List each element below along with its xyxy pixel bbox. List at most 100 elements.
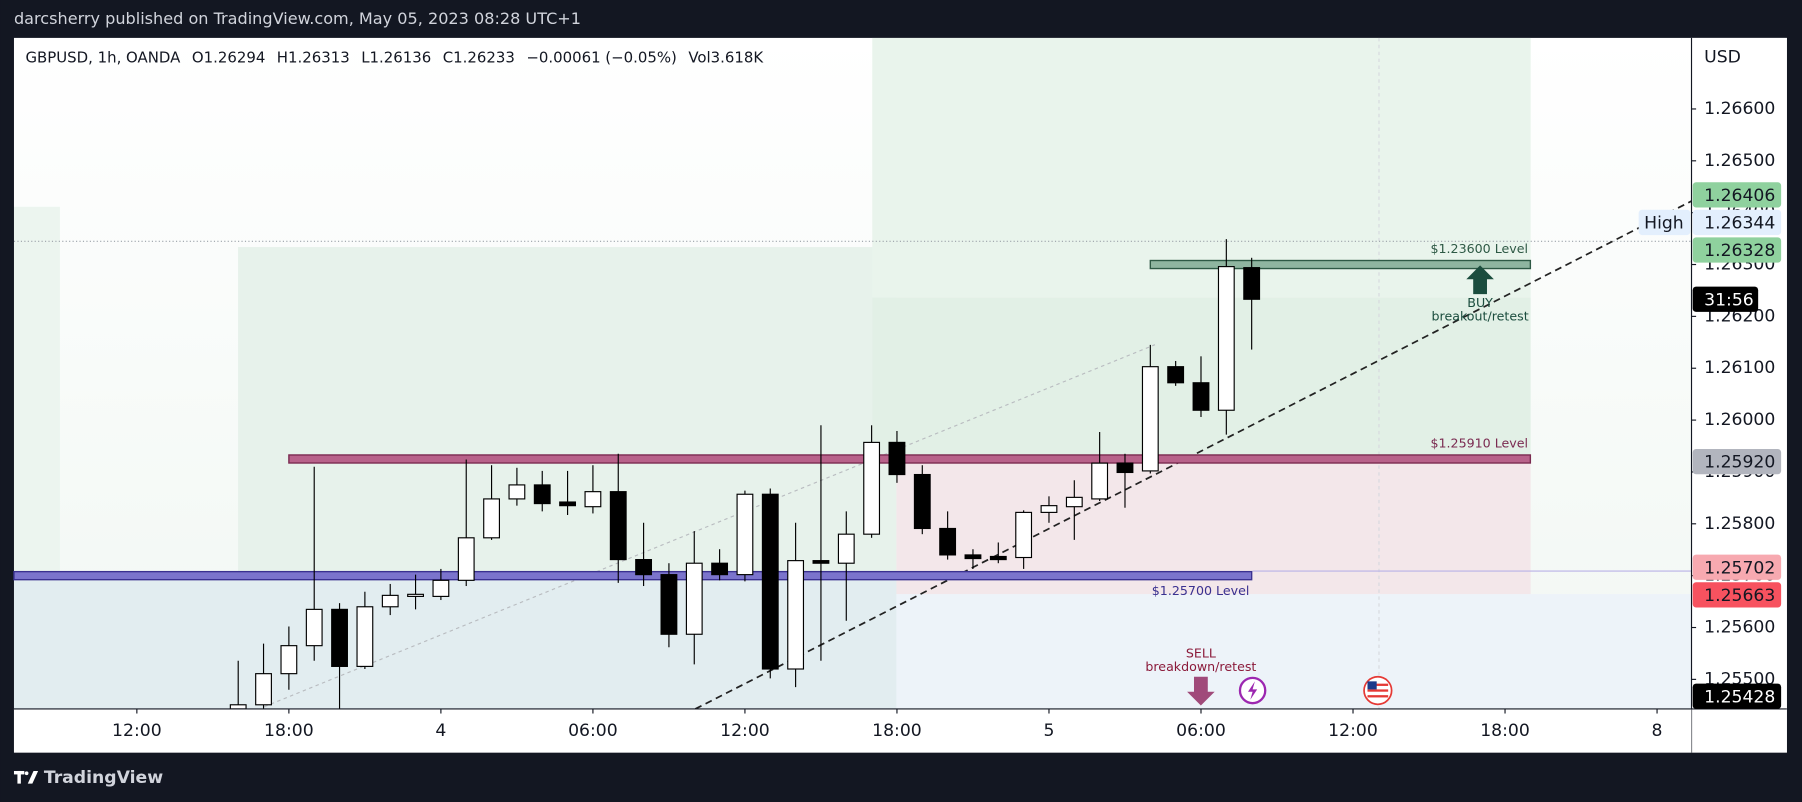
price-badge	[1692, 582, 1782, 608]
candle-body	[812, 560, 830, 564]
background-zones	[13, 37, 1692, 709]
candle-body	[559, 501, 577, 507]
buy-label: BUY	[1467, 295, 1493, 310]
brand: TradingView	[44, 768, 163, 788]
country-event-icon[interactable]	[1363, 675, 1393, 706]
y-tick-label: 1.25800	[1704, 514, 1775, 534]
level-label: $1.23600 Level	[1430, 241, 1528, 256]
close: C1.26233	[443, 49, 515, 67]
price-labels: 1.25428 1.25663 1.25702 1.25920 1.26328 1.263…	[1638, 182, 1782, 709]
y-tick-label: 1.26500	[1704, 151, 1775, 171]
candle-body	[1091, 462, 1109, 500]
candle-body	[660, 574, 678, 635]
high: H1.26313	[277, 49, 350, 67]
price-axis	[1691, 37, 1787, 753]
candle-body	[229, 704, 247, 709]
candle-body	[508, 484, 526, 500]
level-label: $1.25910 Level	[1430, 436, 1528, 451]
x-tick-label: 5	[1043, 721, 1054, 741]
x-tick-label: 18:00	[872, 721, 922, 741]
candle-body	[483, 498, 500, 539]
price-badge	[1692, 182, 1782, 208]
symbol: GBPUSD, 1h, OANDA	[25, 49, 181, 67]
brand-logo	[13, 770, 39, 784]
candle-body	[407, 593, 424, 597]
candle-body	[331, 608, 348, 667]
candle-body	[1192, 382, 1210, 411]
x-tick-label: 18:00	[264, 721, 314, 741]
zone	[13, 574, 897, 709]
candle-body	[356, 606, 374, 667]
price-badge-label: 1.26328	[1704, 241, 1775, 261]
candle-body	[863, 441, 881, 535]
price-badge-label: 1.25920	[1704, 453, 1775, 473]
level-line	[13, 570, 1253, 581]
countdown-badge	[1692, 286, 1759, 312]
tag-label: High	[1644, 214, 1684, 234]
y-tick-label: 1.26600	[1704, 99, 1775, 119]
candle-body	[736, 493, 754, 576]
volume: Vol3.618K	[688, 49, 764, 67]
candle-body	[761, 493, 779, 670]
x-tick-label: 06:00	[568, 721, 618, 741]
candle-body	[939, 527, 957, 556]
candle-body	[584, 491, 602, 508]
candle-body	[609, 491, 627, 561]
candle-body	[1167, 366, 1185, 384]
sell-label: SELL	[1186, 645, 1216, 660]
trend-line	[264, 344, 1156, 708]
buy-arrow	[1466, 265, 1494, 295]
price-badge-label: 1.25428	[1704, 687, 1775, 707]
x-tick-label: 12:00	[1328, 721, 1378, 741]
publisher: darcsherry published on TradingView.com,…	[14, 9, 581, 28]
currency: USD	[1704, 47, 1741, 67]
candle-body	[787, 560, 805, 670]
legend: GBPUSD, 1h, OANDA O1.26294 H1.26313 L1.2613…	[25, 49, 764, 67]
candle-body	[255, 673, 272, 706]
price-badge-label: 1.25663	[1704, 586, 1775, 606]
candle-body	[989, 555, 1007, 561]
price-badge	[1692, 554, 1782, 580]
candle-body	[305, 608, 323, 647]
tag-badge	[1638, 209, 1691, 236]
x-axis: 12:00 18:00 4 06:00 12:00 18:00 5 06:00 12:00 18:…	[112, 708, 1663, 741]
sell-label: breakdown/retest	[1145, 659, 1256, 674]
price-badge	[1692, 683, 1782, 709]
price-badge	[1692, 209, 1782, 236]
levels: $1.23600 Level $1.25910 Level $1.25700 Lev…	[13, 241, 1532, 598]
price-badge	[1692, 237, 1782, 263]
x-tick-label: 4	[435, 721, 446, 741]
candle-body	[381, 594, 399, 608]
x-tick-label: 8	[1652, 721, 1663, 741]
level-line	[1149, 259, 1532, 270]
time-axis	[13, 708, 1692, 753]
candle-body	[1116, 462, 1134, 474]
price-badge-label: 1.26344	[1704, 214, 1775, 234]
candle-body	[457, 537, 475, 581]
x-tick-label: 06:00	[1176, 721, 1226, 741]
candle-body	[685, 562, 703, 635]
zone	[872, 37, 1531, 298]
x-tick-label: 18:00	[1480, 721, 1530, 741]
change: −0.00061 (−0.05%)	[526, 49, 677, 67]
candle-body	[432, 579, 450, 597]
level-line	[288, 454, 1532, 464]
candle-body	[1015, 511, 1033, 559]
zone	[896, 594, 1692, 709]
x-tick-label: 12:00	[720, 721, 770, 741]
low: L1.26136	[361, 49, 431, 67]
candle-body	[1217, 266, 1235, 411]
candle-body	[1243, 267, 1261, 300]
candle-body	[280, 645, 298, 675]
candles	[229, 239, 1261, 709]
y-tick-label: 1.26000	[1704, 410, 1775, 430]
candle-body	[635, 559, 653, 576]
event-icon[interactable]	[1238, 676, 1267, 705]
countdown: 31:56	[1704, 290, 1754, 310]
trend-line	[694, 200, 1692, 709]
price-badge-label: 1.26406	[1704, 186, 1775, 206]
candle-body	[888, 441, 906, 476]
y-tick-label: 1.25600	[1704, 618, 1775, 638]
open: O1.26294	[192, 49, 265, 67]
